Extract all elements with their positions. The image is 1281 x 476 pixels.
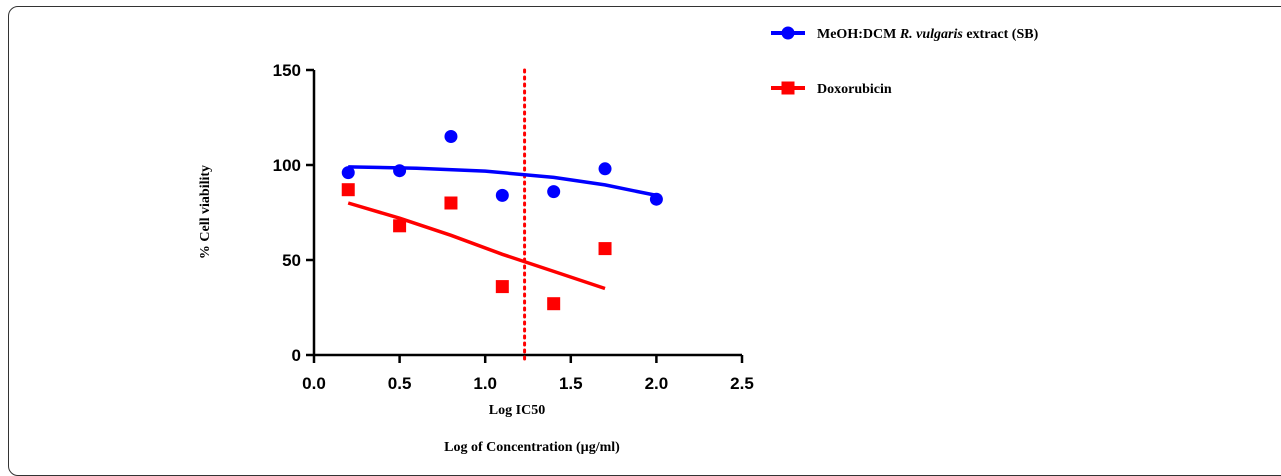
x-tick-label: 0.0 [302,374,326,393]
log-ic50-label: Log IC50 [489,403,545,418]
data-point-square [444,196,458,210]
legend-marker-circle [781,26,795,40]
legend-label-part: R. vulgaris [899,27,964,42]
data-point-circle [598,162,612,176]
x-tick-label: 0.5 [388,374,412,393]
data-points [341,130,663,311]
fit-curve-2 [347,201,606,291]
axes [306,68,744,363]
data-point-square [341,183,355,197]
legend-label-part: Doxorubicin [817,82,892,97]
data-point-square [598,242,612,256]
data-point-circle [649,192,663,206]
legend-label-part: MeOH:DCM [817,27,900,42]
legend: MeOH:DCM R. vulgaris extract (SB) Doxorub… [771,26,1039,97]
tick-labels: 0.0 0.5 1.0 1.5 2.0 2.5 0 50 100 150 [273,61,754,393]
data-point-square [393,219,407,233]
legend-marker-square [781,81,795,95]
x-axis-label: Log of Concentration (µg/ml) [444,440,620,454]
y-axis-label: % Cell viability [198,165,213,259]
data-point-square [495,280,509,294]
data-point-circle [393,164,407,178]
x-tick-label: 2.5 [730,374,754,393]
data-point-circle [495,188,509,202]
y-tick-label: 150 [273,61,301,80]
legend-label-2: Doxorubicin [817,82,892,97]
data-point-circle [547,185,561,199]
data-point-circle [341,166,355,180]
data-point-circle [444,130,458,143]
legend-label-1: MeOH:DCM R. vulgaris extract (SB) [817,27,1039,42]
y-tick-label: 0 [292,346,301,365]
x-tick-label: 1.5 [559,374,583,393]
x-tick-label: 2.0 [645,374,669,393]
chart: 0.0 0.5 1.0 1.5 2.0 2.5 0 50 100 150 % Cell viabi… [198,26,1039,454]
y-tick-label: 100 [273,156,301,175]
legend-label-part: extract (SB) [963,27,1039,42]
y-tick-label: 50 [282,251,301,270]
data-point-square [547,297,561,311]
x-tick-label: 1.0 [473,374,497,393]
